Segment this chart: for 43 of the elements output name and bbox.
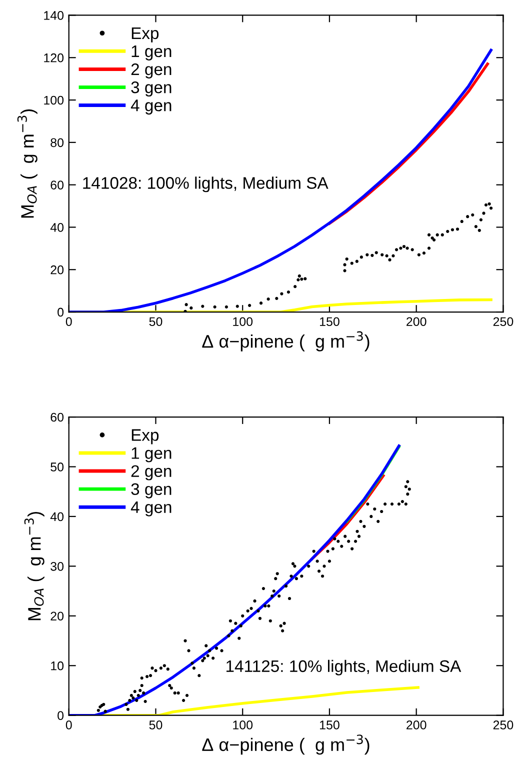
y-tick-label: 40 bbox=[50, 223, 64, 232]
legend-label: 2 gen bbox=[131, 465, 172, 480]
x-tick-label: 250 bbox=[493, 720, 514, 730]
annotation: 141125: 10% lights, Medium SA bbox=[226, 660, 462, 676]
y-tick-label: 40 bbox=[50, 512, 64, 522]
y-tick-label: 20 bbox=[50, 612, 64, 621]
legend-label: 2 gen bbox=[131, 63, 172, 78]
y-tick-label: 60 bbox=[50, 180, 64, 190]
legend-label: Exp bbox=[132, 429, 159, 444]
x-tick-label: 150 bbox=[320, 317, 340, 326]
y-tick-label: 140 bbox=[44, 11, 64, 20]
x-tick-label: 150 bbox=[320, 720, 340, 730]
x-tick-label: 100 bbox=[233, 720, 253, 730]
x-tick-label: 200 bbox=[406, 317, 426, 326]
x-tick-label: 0 bbox=[66, 317, 72, 326]
y-tick-label: 0 bbox=[58, 308, 64, 317]
y-tick-label: 10 bbox=[51, 661, 64, 670]
x-tick-label: 50 bbox=[149, 720, 162, 730]
legend-label: 1 gen bbox=[132, 447, 172, 462]
y-axis-title: M$_{OA}$ ( g m$^{−3}$) bbox=[17, 109, 38, 218]
legend-label: 3 gen bbox=[131, 81, 172, 97]
legend-label: Exp bbox=[132, 28, 159, 42]
x-axis-title: Δ α−pinene ( g m$^{−3}$) bbox=[202, 331, 370, 352]
x-axis-title: Δ α−pinene ( g m$^{−3}$) bbox=[202, 734, 370, 755]
x-tick-label: 100 bbox=[233, 317, 253, 326]
x-tick-label: 50 bbox=[149, 317, 162, 326]
y-tick-label: 100 bbox=[44, 96, 64, 105]
y-tick-label: 0 bbox=[58, 711, 64, 720]
y-tick-label: 20 bbox=[50, 265, 64, 274]
y-tick-label: 80 bbox=[50, 138, 64, 148]
y-axis-title: M$_{OA}$ ( g m$^{−3}$) bbox=[24, 512, 44, 620]
x-tick-label: 200 bbox=[406, 720, 426, 730]
y-tick-label: 50 bbox=[50, 462, 64, 472]
x-tick-label: 0 bbox=[66, 720, 72, 730]
legend-label: 4 gen bbox=[130, 501, 172, 516]
legend-label: 1 gen bbox=[132, 46, 172, 60]
x-tick-label: 250 bbox=[493, 317, 514, 326]
legend-label: 4 gen bbox=[130, 100, 172, 115]
y-tick-label: 60 bbox=[50, 412, 64, 422]
annotation: 141028: 100% lights, Medium SA bbox=[83, 176, 328, 192]
y-tick-label: 30 bbox=[50, 562, 64, 571]
y-tick-label: 120 bbox=[44, 53, 64, 62]
legend-label: 3 gen bbox=[131, 483, 172, 498]
